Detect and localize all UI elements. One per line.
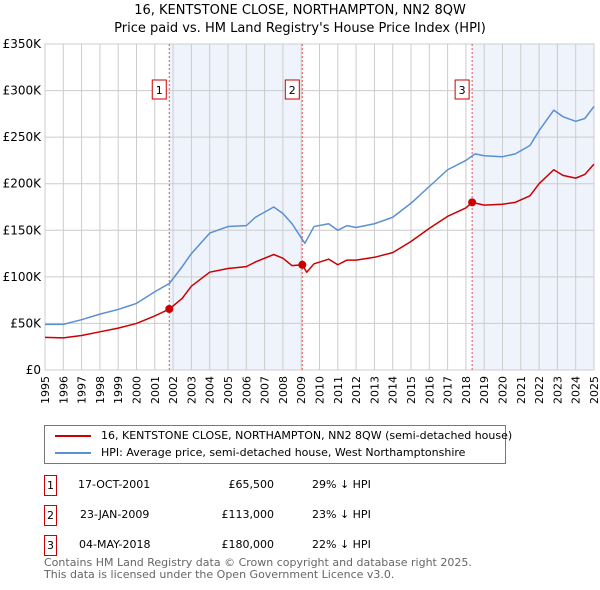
- x-tick-label: 1995: [39, 376, 52, 404]
- x-tick-label: 2002: [167, 376, 180, 404]
- sale-marker-badge: 1: [44, 475, 57, 496]
- y-tick-label: £0: [26, 363, 41, 377]
- y-tick-label: £300K: [3, 84, 43, 98]
- sale-price: £180,000: [221, 538, 275, 551]
- sale-date: 17-OCT-2001: [78, 478, 151, 491]
- legend-swatch: [55, 435, 91, 437]
- sale-delta: 23% ↓ HPI: [312, 508, 371, 521]
- sale-price: £113,000: [221, 508, 275, 521]
- x-tick-label: 2018: [460, 376, 473, 404]
- sale-label: 1: [156, 84, 163, 97]
- x-tick-label: 2008: [277, 376, 290, 404]
- y-tick-label: £250K: [3, 130, 43, 144]
- plot-border: [44, 43, 595, 371]
- x-tick-label: 2005: [222, 376, 235, 404]
- x-tick-label: 1999: [112, 376, 125, 404]
- x-tick-label: 2025: [588, 376, 600, 404]
- x-tick-label: 2010: [314, 376, 327, 404]
- sale-delta: 22% ↓ HPI: [312, 538, 371, 551]
- y-tick-label: £200K: [3, 177, 43, 191]
- footer-copyright: Contains HM Land Registry data © Crown c…: [44, 556, 472, 569]
- shaded-range: [472, 44, 594, 370]
- chart-subtitle: Price paid vs. HM Land Registry's House …: [114, 21, 486, 36]
- sale-point: [165, 304, 174, 313]
- sale-row: 3 04-MAY-2018 £180,000 22% ↓ HPI: [44, 535, 544, 556]
- legend-item-property: 16, KENTSTONE CLOSE, NORTHAMPTON, NN2 8Q…: [55, 429, 512, 443]
- sale-marker-badge: 3: [44, 535, 57, 556]
- footer-licence: This data is licensed under the Open Gov…: [44, 568, 395, 581]
- legend: 16, KENTSTONE CLOSE, NORTHAMPTON, NN2 8Q…: [44, 425, 512, 464]
- sale-label-box: [284, 79, 300, 100]
- x-tick-label: 2024: [570, 376, 583, 404]
- sale-delta: 29% ↓ HPI: [312, 478, 371, 491]
- y-tick-label: £150K: [3, 223, 43, 237]
- x-tick-label: 2016: [423, 376, 436, 404]
- x-tick-label: 2014: [387, 376, 400, 404]
- x-tick-label: 2020: [497, 376, 510, 404]
- x-tick-label: 1996: [57, 376, 70, 404]
- x-tick-label: 2023: [551, 376, 564, 404]
- legend-item-hpi: HPI: Average price, semi-detached house,…: [55, 446, 465, 460]
- sale-point: [298, 260, 307, 269]
- y-tick-label: £50K: [10, 316, 42, 330]
- sale-label: 3: [459, 84, 466, 97]
- series-line: [45, 105, 595, 326]
- legend-swatch: [55, 452, 91, 454]
- x-tick-label: 2004: [204, 376, 217, 404]
- sale-point: [468, 198, 477, 207]
- x-tick-label: 2017: [442, 376, 455, 404]
- sale-date: 04-MAY-2018: [79, 538, 151, 551]
- x-tick-label: 2021: [515, 376, 528, 404]
- sale-date: 23-JAN-2009: [80, 508, 150, 521]
- sale-price: £65,500: [228, 478, 275, 491]
- x-tick-label: 2003: [185, 376, 198, 404]
- y-tick-label: £350K: [3, 37, 43, 51]
- sale-label-box: [151, 79, 167, 100]
- x-tick-label: 2013: [368, 376, 381, 404]
- x-tick-label: 2022: [533, 376, 546, 404]
- sale-label: 2: [289, 84, 296, 97]
- x-tick-label: 2006: [240, 376, 253, 404]
- x-tick-label: 2015: [405, 376, 418, 404]
- x-tick-label: 2012: [350, 376, 363, 404]
- price-chart: 1995 1996 1997 1998 1999 2000 2001 2002 2003 2004…: [3, 37, 600, 404]
- legend-label: 16, KENTSTONE CLOSE, NORTHAMPTON, NN2 8Q…: [101, 429, 513, 442]
- series-line: [44, 163, 595, 339]
- x-tick-label: 2000: [131, 376, 144, 404]
- x-tick-label: 1998: [94, 376, 107, 404]
- sale-row: 1 17-OCT-2001 £65,500 29% ↓ HPI: [44, 475, 544, 496]
- x-tick-label: 2001: [149, 376, 162, 404]
- x-tick-label: 1997: [76, 376, 89, 404]
- x-tick-label: 2011: [332, 376, 345, 404]
- y-tick-label: £100K: [3, 270, 43, 284]
- shaded-range: [169, 44, 303, 370]
- sale-label-box: [454, 79, 470, 100]
- footer: Contains HM Land Registry data © Crown c…: [44, 557, 564, 581]
- x-tick-label: 2009: [295, 376, 308, 404]
- sale-row: 2 23-JAN-2009 £113,000 23% ↓ HPI: [44, 505, 544, 526]
- legend-label: HPI: Average price, semi-detached house,…: [101, 446, 466, 459]
- x-tick-label: 2019: [478, 376, 491, 404]
- x-tick-label: 2007: [259, 376, 272, 404]
- sale-marker-badge: 2: [44, 505, 57, 526]
- chart-title: 16, KENTSTONE CLOSE, NORTHAMPTON, NN2 8Q…: [134, 3, 466, 18]
